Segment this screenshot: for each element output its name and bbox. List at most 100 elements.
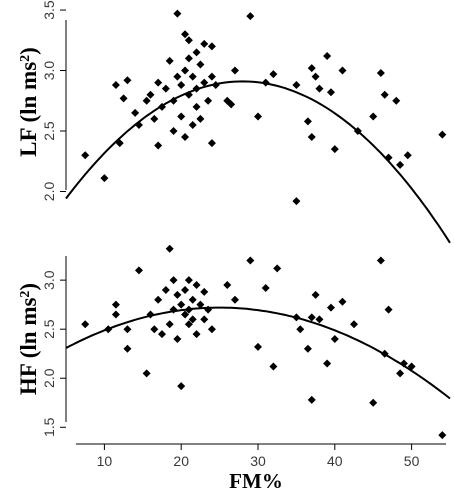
lf-data-point: [173, 72, 182, 81]
lf-data-point: [131, 108, 140, 117]
hf-data-point: [161, 285, 170, 294]
lf-data-point: [192, 102, 201, 111]
hf-data-point: [246, 256, 255, 265]
lf-data-point: [207, 42, 216, 51]
hf-y-tick-label: 3.0: [41, 270, 57, 290]
hf-panel: 1.5 2.0 2.5 3.0 10 20 30 40 50 HF (ln ms2): [16, 244, 451, 469]
hf-data-point: [134, 266, 143, 275]
hf-data-point: [311, 290, 320, 299]
hf-y-tick-label: 2.5: [41, 319, 57, 339]
hf-data-point: [188, 315, 197, 324]
hf-data-point: [200, 287, 209, 296]
lf-data-point: [204, 96, 213, 105]
x-tick-label: 50: [404, 453, 420, 469]
hf-data-point: [200, 315, 209, 324]
lf-points: [81, 9, 447, 206]
hf-data-point: [223, 281, 232, 290]
hf-y-tick-label: 2.0: [41, 368, 57, 388]
lf-data-point: [207, 139, 216, 148]
lf-data-point: [150, 114, 159, 123]
lf-data-point: [376, 68, 385, 77]
hf-data-point: [396, 369, 405, 378]
hf-data-point: [230, 295, 239, 304]
lf-data-point: [246, 12, 255, 21]
lf-y-axis-label: LF (ln ms2): [16, 47, 41, 157]
lf-data-point: [165, 56, 174, 65]
hf-data-point: [273, 264, 282, 273]
lf-data-point: [177, 112, 186, 121]
hf-data-point: [192, 330, 201, 339]
lf-data-point: [184, 54, 193, 63]
x-tick-label: 10: [97, 453, 113, 469]
x-tick-label: 20: [173, 453, 189, 469]
lf-data-point: [269, 70, 278, 79]
hf-fit-curve: [65, 306, 451, 400]
lf-data-point: [188, 72, 197, 81]
lf-data-point: [161, 84, 170, 93]
hf-data-point: [165, 244, 174, 253]
hf-data-point: [307, 313, 316, 322]
hf-data-point: [123, 325, 132, 334]
hf-data-point: [169, 276, 178, 285]
lf-data-point: [438, 130, 447, 139]
hf-y-ticks: 1.5 2.0 2.5 3.0: [41, 270, 66, 437]
lf-data-point: [177, 81, 186, 90]
lf-data-point: [192, 48, 201, 57]
lf-data-point: [142, 96, 151, 105]
hf-data-point: [158, 330, 166, 339]
x-tick-label: 40: [327, 453, 343, 469]
lf-data-point: [326, 88, 335, 97]
hf-data-point: [315, 315, 324, 324]
hf-data-point: [142, 369, 151, 378]
lf-data-point: [403, 151, 412, 160]
lf-data-point: [196, 114, 205, 123]
lf-data-point: [173, 9, 182, 18]
hf-data-point: [376, 256, 385, 265]
hf-data-point: [177, 382, 186, 391]
lf-y-tick-label: 2.0: [41, 182, 57, 202]
lf-data-point: [307, 64, 316, 73]
lf-data-point: [184, 36, 193, 45]
lf-data-point: [181, 133, 190, 142]
hf-data-point: [111, 300, 120, 309]
lf-data-point: [254, 112, 262, 121]
hf-data-point: [307, 395, 316, 404]
x-axis-label: FM%: [229, 469, 283, 493]
hf-data-point: [81, 320, 90, 329]
lf-data-point: [100, 174, 109, 183]
hf-data-point: [173, 290, 182, 299]
hf-data-point: [296, 325, 305, 334]
lf-data-point: [303, 117, 312, 126]
lf-data-point: [292, 81, 301, 90]
lf-data-point: [338, 66, 347, 75]
hf-data-point: [184, 320, 193, 329]
lf-data-point: [154, 78, 163, 87]
lf-fit-curve: [65, 80, 451, 244]
lf-data-point: [230, 66, 239, 75]
hf-data-point: [330, 335, 339, 343]
hf-data-point: [181, 310, 190, 319]
hf-data-point: [177, 300, 186, 309]
hf-data-point: [173, 335, 182, 343]
hf-data-point: [384, 305, 393, 314]
lf-data-point: [181, 66, 190, 75]
hf-data-point: [188, 295, 197, 304]
lf-data-point: [196, 60, 205, 69]
hf-data-point: [154, 295, 163, 304]
lf-data-point: [369, 112, 378, 121]
hf-data-point: [165, 320, 174, 329]
hf-data-point: [323, 359, 332, 368]
hf-data-point: [207, 325, 216, 334]
lf-data-point: [169, 127, 178, 136]
hf-data-point: [350, 320, 358, 329]
lf-data-point: [123, 76, 132, 85]
lf-data-point: [81, 151, 90, 160]
lf-data-point: [146, 90, 155, 99]
lf-data-point: [207, 72, 216, 81]
lf-data-point: [188, 120, 197, 129]
lf-data-point: [315, 84, 324, 93]
lf-panel: 2.0 2.5 3.0 3.5 LF (ln ms2): [16, 0, 451, 244]
lf-y-ticks: 2.0 2.5 3.0 3.5: [41, 0, 66, 201]
hf-data-point: [123, 344, 132, 353]
